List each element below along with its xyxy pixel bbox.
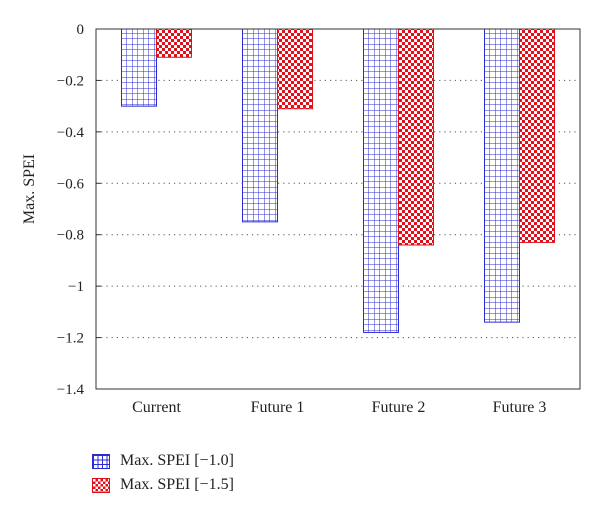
legend-swatch-checker-icon: [92, 477, 110, 493]
bar-spei-1-0-current: [121, 28, 157, 107]
bar-spei-1-5-future-1: [277, 28, 313, 110]
x-tick-label: Future 3: [493, 399, 547, 416]
legend: Max. SPEI [−1.0] Max. SPEI [−1.5]: [92, 449, 234, 497]
y-tick-label: −0.4: [57, 125, 85, 141]
y-tick-label: −0.6: [57, 176, 85, 192]
bar-spei-1-0-future-3: [484, 28, 520, 323]
y-tick-label: −0.2: [57, 73, 84, 89]
legend-item-series-1: Max. SPEI [−1.0]: [92, 449, 234, 473]
plot-frame: [95, 28, 581, 390]
bar-spei-1-5-current: [156, 28, 192, 58]
x-tick-label: Future 1: [251, 399, 305, 416]
bar-spei-1-0-future-2: [363, 28, 399, 333]
y-axis-title: Max. SPEI: [21, 154, 38, 224]
y-tick-label: −1.2: [57, 331, 84, 347]
legend-swatch-grid-icon: [92, 453, 110, 469]
y-tick-label: −1: [68, 279, 84, 295]
legend-item-series-2: Max. SPEI [−1.5]: [92, 473, 234, 497]
bar-chart: 0 −0.2 −0.4 −0.6 −0.8 −1 −1.2 −1.4 Current Futur…: [21, 22, 581, 416]
y-tick-label: 0: [77, 22, 85, 38]
bar-spei-1-0-future-1: [242, 28, 278, 223]
bar-spei-1-5-future-2: [398, 28, 434, 246]
x-tick-label: Future 2: [372, 399, 426, 416]
x-tick-label: Current: [132, 399, 181, 416]
bar-spei-1-5-future-3: [519, 28, 555, 243]
y-tick-label: −1.4: [57, 382, 85, 398]
x-axis: Current Future 1 Future 2 Future 3: [132, 399, 546, 416]
y-tick-label: −0.8: [57, 228, 84, 244]
legend-label: Max. SPEI [−1.0]: [120, 452, 234, 469]
y-axis: 0 −0.2 −0.4 −0.6 −0.8 −1 −1.2 −1.4: [57, 22, 101, 398]
bars: [121, 28, 555, 333]
legend-label: Max. SPEI [−1.5]: [120, 476, 234, 493]
